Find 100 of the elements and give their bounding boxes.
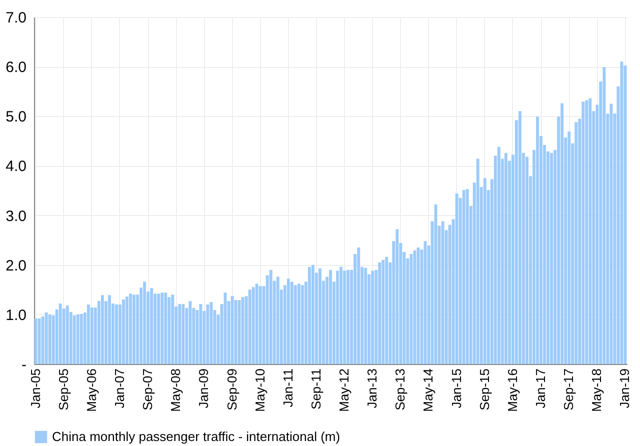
y-tick-label: 2.0 — [6, 257, 26, 274]
bar — [371, 270, 374, 364]
bar — [210, 302, 213, 364]
bar — [269, 270, 272, 364]
bar — [385, 256, 388, 364]
bar — [336, 270, 339, 364]
bar — [424, 241, 427, 364]
bar — [290, 282, 294, 364]
bar — [58, 304, 62, 364]
x-tick-label: May-10 — [252, 368, 268, 412]
x-tick-label: May-06 — [84, 368, 99, 412]
y-tick-label: 5.0 — [6, 108, 26, 126]
bar — [585, 100, 588, 364]
bar — [126, 296, 128, 364]
bar — [157, 294, 160, 364]
bar — [100, 295, 104, 364]
bar — [143, 282, 146, 364]
bar — [518, 111, 522, 364]
bar — [364, 268, 368, 364]
bar — [340, 266, 343, 364]
bar — [308, 266, 311, 364]
bar — [294, 285, 297, 364]
x-tick-label: Sep-07 — [140, 368, 156, 410]
bar — [41, 316, 44, 364]
bar — [132, 294, 136, 364]
x-tick-label: Jan-05 — [28, 368, 43, 408]
bar — [238, 300, 241, 364]
bar — [620, 62, 624, 364]
bar — [276, 276, 280, 364]
bar — [129, 294, 132, 364]
y-tick-label: 1.0 — [6, 306, 26, 324]
bar — [171, 294, 174, 364]
legend-label: China monthly passenger traffic - international (m) — [52, 429, 340, 444]
x-tick-label: May-14 — [420, 368, 436, 412]
y-tick-label: 3.0 — [6, 208, 26, 225]
bar — [34, 318, 38, 364]
bar — [199, 304, 202, 364]
bar — [38, 318, 41, 364]
bar — [90, 307, 94, 364]
bar — [297, 284, 300, 364]
bar — [396, 229, 399, 364]
bar — [568, 132, 571, 364]
bar — [66, 306, 69, 364]
x-tick-label: Sep-15 — [476, 368, 492, 410]
bar — [550, 152, 554, 364]
x-tick-label: Jan-17 — [533, 368, 548, 408]
bar — [206, 304, 210, 364]
bar — [286, 278, 290, 364]
bar — [378, 262, 382, 364]
bar — [248, 290, 252, 364]
bar — [466, 189, 469, 364]
bar — [476, 158, 480, 364]
bar — [300, 285, 304, 364]
bar — [410, 254, 413, 364]
y-tick-label: - — [22, 356, 26, 374]
x-tick-label: Jan-07 — [112, 368, 127, 408]
bar — [72, 315, 76, 364]
x-tick-label: Sep-13 — [392, 368, 408, 410]
bar — [86, 304, 90, 364]
x-tick-label: Jan-11 — [280, 368, 296, 408]
x-tick-label: Sep-09 — [224, 368, 240, 410]
bar — [536, 116, 539, 364]
bar — [318, 268, 322, 364]
bar — [329, 270, 332, 364]
bar — [241, 297, 244, 364]
bar — [441, 221, 444, 364]
bar — [357, 248, 360, 364]
x-tick-label: Jan-13 — [364, 368, 380, 408]
bar — [602, 67, 606, 364]
x-tick-label: Sep-11 — [308, 368, 324, 410]
bar — [497, 146, 500, 364]
bar — [343, 270, 346, 364]
bar — [311, 264, 314, 364]
bar — [80, 314, 83, 364]
bar — [560, 103, 564, 364]
bar — [164, 292, 168, 364]
x-tick-label: Jan-15 — [448, 368, 464, 408]
bar — [122, 300, 125, 364]
bar — [234, 300, 238, 364]
x-tick-label: May-16 — [504, 368, 520, 412]
bar — [455, 193, 458, 364]
bar — [504, 152, 508, 364]
bar — [178, 304, 182, 364]
x-tick-label: May-12 — [336, 368, 352, 412]
x-tick-label: Jan-09 — [196, 368, 212, 408]
bar — [582, 102, 585, 364]
bar — [48, 314, 52, 364]
bar — [252, 287, 255, 364]
y-tick-label: 4.0 — [6, 158, 26, 176]
bar — [624, 66, 627, 364]
x-tick-label: Jan-19 — [617, 368, 632, 408]
y-tick-label: 6.0 — [6, 59, 26, 76]
bar — [416, 248, 420, 364]
bar — [574, 122, 578, 364]
bar — [258, 286, 262, 364]
bar — [115, 304, 118, 364]
bar — [382, 260, 385, 364]
y-tick-label: 7.0 — [6, 10, 26, 26]
bar — [160, 292, 164, 364]
bar — [76, 314, 80, 364]
